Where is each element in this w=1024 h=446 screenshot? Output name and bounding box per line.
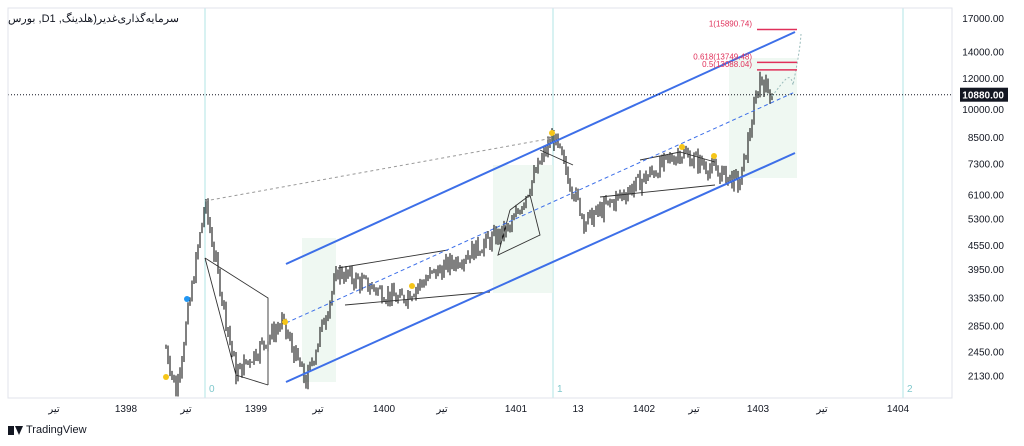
flag-line [599, 184, 716, 198]
x-tick-label: 1404 [887, 404, 910, 415]
y-tick-label: 2850.00 [968, 321, 1005, 332]
fib-level-label: 0.5(13088.04) [702, 60, 752, 69]
x-tick-label: تیر [47, 404, 60, 415]
event-marker [549, 130, 555, 136]
x-tick-label: تیر [687, 404, 700, 415]
tradingview-label: TradingView [26, 424, 87, 436]
event-marker [282, 319, 288, 325]
flag-line [539, 149, 574, 166]
cycle-label: 0 [209, 384, 215, 395]
channel-upper-line [285, 31, 796, 265]
x-tick-label: 1399 [245, 404, 268, 415]
last-price-label: 10880.00 [962, 91, 1004, 102]
y-tick-label: 8500.00 [968, 133, 1005, 144]
x-tick-label: 13 [572, 404, 584, 415]
shaded-zone [302, 238, 336, 382]
channel-mid-line [285, 91, 796, 324]
x-tick-label: تیر [179, 404, 192, 415]
y-tick-label: 3350.00 [968, 294, 1005, 305]
shaded-zone [729, 58, 797, 178]
x-tick-label: تیر [815, 404, 828, 415]
x-tick-label: تیر [311, 404, 324, 415]
tradingview-brand[interactable]: TradingView [8, 424, 87, 436]
y-tick-label: 12000.00 [962, 74, 1004, 85]
x-tick-label: تیر [435, 404, 448, 415]
y-tick-label: 2450.00 [968, 347, 1005, 358]
x-tick-label: 1400 [373, 404, 396, 415]
y-tick-label: 14000.00 [962, 47, 1004, 58]
event-marker [409, 283, 415, 289]
tradingview-logo-icon [8, 425, 23, 435]
event-marker [163, 374, 169, 380]
triangle-pattern [204, 257, 269, 385]
fib-level-label: 1(15890.74) [709, 19, 752, 28]
y-tick-label: 5300.00 [968, 215, 1005, 226]
event-marker-blue [184, 296, 190, 302]
symbol-title: بورس ,Dسرمایه‌گذاری‌غدیر(هلدینگ, 1 [8, 13, 180, 25]
y-tick-label: 4550.00 [968, 241, 1005, 252]
y-tick-label: 10000.00 [962, 105, 1004, 116]
triangle-pattern [204, 257, 269, 386]
wedge-line [344, 291, 491, 306]
fib-level-label: 0.618(13749.48) [693, 52, 752, 61]
event-marker [711, 153, 717, 159]
y-tick-label: 2130.00 [968, 372, 1005, 383]
y-tick-label: 6100.00 [968, 190, 1005, 201]
x-tick-label: 1401 [505, 404, 528, 415]
shaded-zone [493, 165, 553, 293]
event-marker [679, 144, 685, 150]
flag-line [639, 151, 716, 163]
plot-frame [7, 7, 953, 399]
y-tick-label: 7300.00 [968, 159, 1005, 170]
cycle-label: 2 [907, 384, 913, 395]
dashed-trend-line [204, 137, 554, 202]
wedge-line [337, 249, 449, 269]
x-tick-label: 1398 [115, 404, 138, 415]
last-price-tag [960, 87, 1008, 102]
x-tick-label: 1403 [747, 404, 770, 415]
x-tick-label: 1402 [633, 404, 656, 415]
y-tick-label: 17000.00 [962, 14, 1004, 25]
y-tick-label: 3950.00 [968, 265, 1005, 276]
cycle-label: 1 [557, 384, 563, 395]
channel-lower-line [285, 152, 796, 383]
diamond-pattern [497, 194, 541, 256]
